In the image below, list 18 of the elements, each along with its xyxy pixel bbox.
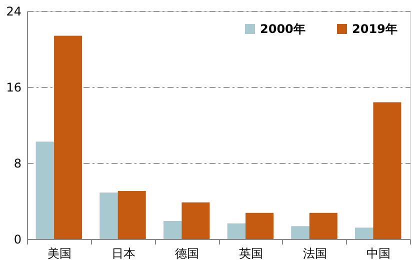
x-tick-label: 法国: [302, 246, 327, 260]
legend-label: 2019年: [352, 22, 398, 36]
x-tick-label: 英国: [238, 246, 263, 260]
x-tick-label: 美国: [47, 246, 72, 260]
legend-label: 2000年: [260, 22, 306, 36]
bar: [182, 202, 210, 239]
y-tick-label: 8: [14, 156, 22, 170]
y-tick-label: 0: [14, 232, 22, 246]
x-tick-label: 中国: [366, 246, 391, 260]
bar: [309, 212, 338, 239]
x-tick-label: 德国: [175, 246, 200, 260]
y-tick-label: 24: [6, 4, 22, 18]
y-tick-label: 16: [6, 80, 22, 94]
x-tick-label: 日本: [111, 246, 136, 260]
bar: [246, 212, 274, 239]
bar: [118, 191, 146, 239]
bar: [373, 102, 402, 239]
bar: [54, 36, 82, 239]
